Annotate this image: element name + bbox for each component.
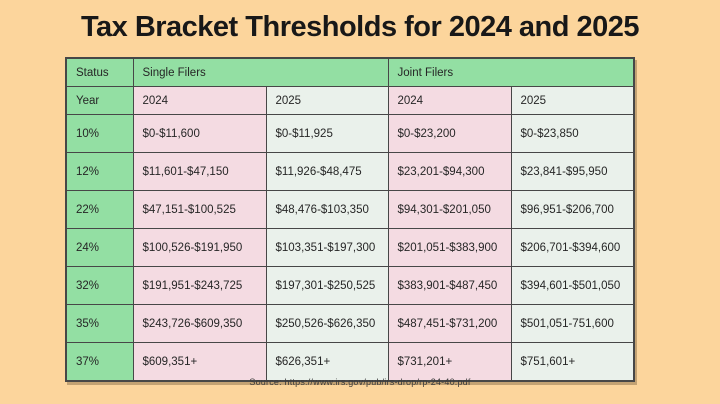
joint-filers-header-cell: Joint Filers [387,57,635,87]
table-row: 35% $243,726-$609,350 $250,526-$626,350 $48… [65,304,635,343]
rate-cell: 10% [65,114,134,153]
value-cell: $501,051-751,600 [510,304,635,343]
rate-cell: 24% [65,228,134,267]
joint-2025-year-cell: 2025 [510,86,635,115]
year-header-row: Year 2024 2025 2024 2025 [65,86,635,115]
value-cell: $250,526-$626,350 [265,304,389,343]
value-cell: $48,476-$103,350 [265,190,389,229]
single-2025-year-cell: 2025 [265,86,389,115]
value-cell: $23,841-$95,950 [510,152,635,191]
table-row: 24% $100,526-$191,950 $103,351-$197,300 $20… [65,228,635,267]
value-cell: $11,926-$48,475 [265,152,389,191]
value-cell: $487,451-$731,200 [387,304,512,343]
value-cell: $394,601-$501,050 [510,266,635,305]
table-row: 22% $47,151-$100,525 $48,476-$103,350 $94,3… [65,190,635,229]
value-cell: $191,951-$243,725 [132,266,267,305]
table-body: 10% $0-$11,600 $0-$11,925 $0-$23,200 $0-$23,… [65,114,635,382]
value-cell: $96,951-$206,700 [510,190,635,229]
table-row: 32% $191,951-$243,725 $197,301-$250,525 $38… [65,266,635,305]
value-cell: $103,351-$197,300 [265,228,389,267]
table-row: 10% $0-$11,600 $0-$11,925 $0-$23,200 $0-$23,… [65,114,635,153]
table-row: 37% $609,351+ $626,351+ $731,201+ $751,601+ [65,342,635,382]
value-cell: $23,201-$94,300 [387,152,512,191]
value-cell: $751,601+ [510,342,635,382]
value-cell: $94,301-$201,050 [387,190,512,229]
page-title: Tax Bracket Thresholds for 2024 and 2025 [80,11,640,43]
value-cell: $626,351+ [265,342,389,382]
single-2024-year-cell: 2024 [132,86,267,115]
value-cell: $731,201+ [387,342,512,382]
status-header-cell: Status [65,57,134,87]
value-cell: $609,351+ [132,342,267,382]
value-cell: $197,301-$250,525 [265,266,389,305]
source-citation: Source: https://www.irs.gov/pub/irs-drop… [249,377,471,387]
value-cell: $0-$23,200 [387,114,512,153]
rate-cell: 37% [65,342,134,382]
table-row: 12% $11,601-$47,150 $11,926-$48,475 $23,201… [65,152,635,191]
rate-cell: 22% [65,190,134,229]
year-label-cell: Year [65,86,134,115]
table-header-row: Status Single Filers Joint Filers [65,57,635,87]
joint-2024-year-cell: 2024 [387,86,512,115]
value-cell: $11,601-$47,150 [132,152,267,191]
value-cell: $47,151-$100,525 [132,190,267,229]
rate-cell: 35% [65,304,134,343]
tax-bracket-table: Status Single Filers Joint Filers Year 2… [65,57,636,382]
value-cell: $0-$11,925 [265,114,389,153]
value-cell: $201,051-$383,900 [387,228,512,267]
value-cell: $243,726-$609,350 [132,304,267,343]
value-cell: $100,526-$191,950 [132,228,267,267]
rate-cell: 12% [65,152,134,191]
rate-cell: 32% [65,266,134,305]
value-cell: $383,901-$487,450 [387,266,512,305]
value-cell: $206,701-$394,600 [510,228,635,267]
value-cell: $0-$11,600 [132,114,267,153]
single-filers-header-cell: Single Filers [132,57,389,87]
value-cell: $0-$23,850 [510,114,635,153]
